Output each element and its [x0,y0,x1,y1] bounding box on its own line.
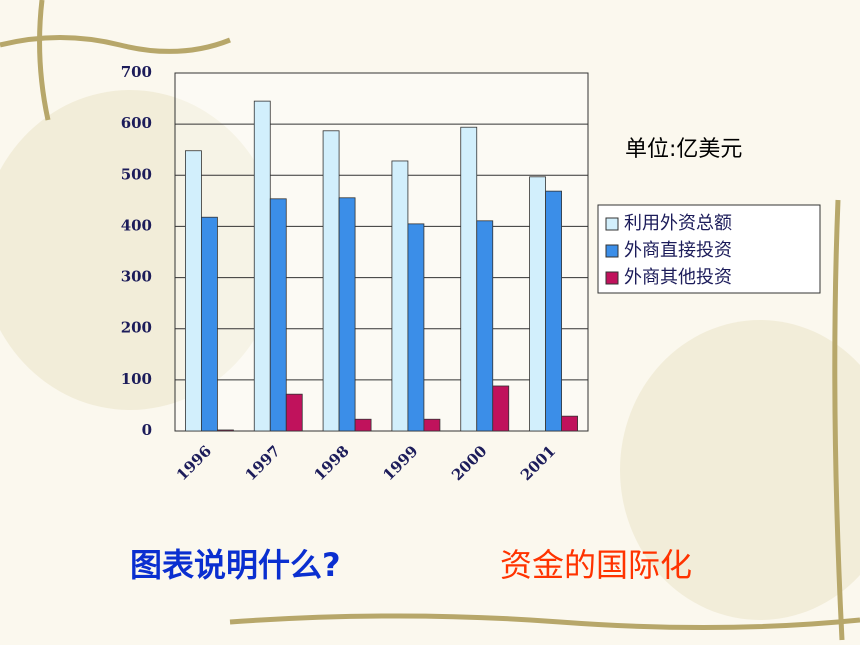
bar [285,393,303,432]
bar [253,100,271,432]
legend-swatch [605,244,619,258]
legend-swatch [605,271,619,285]
unit-label: 单位:亿美元 [625,137,742,162]
bar [460,126,478,432]
bar [391,160,409,432]
bar [492,385,510,432]
legend-label: 外商直接投资 [624,240,732,261]
question: 图表说明什么? [130,546,341,584]
y-tick-label: 0 [142,421,152,439]
bar [322,130,340,432]
bar [217,429,234,432]
bar [476,220,494,432]
bar [354,418,372,432]
y-tick-label: 700 [121,63,152,81]
decor-vine [37,0,51,121]
bar [407,223,425,432]
decor-vine [229,613,860,631]
legend-label: 外商其他投资 [624,267,732,288]
legend-box [597,204,821,294]
legend-swatch [605,217,619,231]
plot-area [174,72,589,432]
y-tick-label: 600 [121,114,152,132]
bar [545,190,562,432]
bar [423,418,441,432]
legend-label: 利用外资总额 [624,213,732,234]
decor-vine [832,199,845,641]
bar [561,415,578,432]
y-tick-label: 400 [121,216,152,234]
answer: 资金的国际化 [500,546,692,584]
bar [529,176,546,432]
decor-flower [620,320,860,620]
y-tick-label: 200 [121,319,152,337]
y-tick-label: 100 [121,370,152,388]
bar [201,216,218,432]
y-tick-label: 300 [121,268,152,286]
bar [269,198,287,432]
bar [338,197,356,432]
y-tick-label: 500 [121,165,152,183]
decor-vine [0,35,231,54]
bar [185,150,202,432]
